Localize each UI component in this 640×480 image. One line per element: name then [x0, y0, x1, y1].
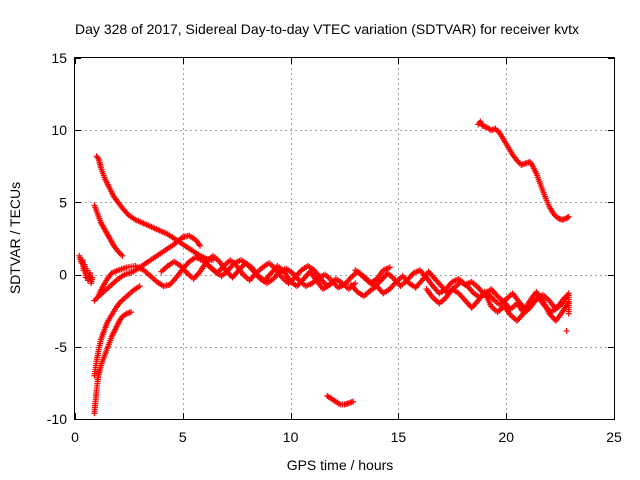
grid-lines — [75, 58, 614, 419]
chart-title: Day 328 of 2017, Sidereal Day-to-day VTE… — [75, 21, 579, 37]
x-tick-label-0: 0 — [71, 429, 79, 445]
arc-n-point — [492, 125, 499, 132]
x-tick-label-4: 20 — [498, 429, 514, 445]
y-tick-label-4: 10 — [51, 122, 67, 138]
x-tick-label-1: 5 — [179, 429, 187, 445]
arc-e-point — [128, 309, 135, 316]
arc-n-point — [565, 213, 572, 220]
data-points — [76, 118, 572, 417]
x-tick-label-3: 15 — [391, 429, 407, 445]
x-tick-label-5: 25 — [606, 429, 622, 445]
arc-c-point — [89, 274, 96, 281]
arc-b-point — [119, 252, 126, 259]
arc-i-point — [330, 278, 337, 285]
arc-d-point — [197, 242, 204, 249]
x-tick-label-2: 10 — [283, 429, 299, 445]
y-tick-label-0: -10 — [47, 411, 67, 427]
x-axis-label: GPS time / hours — [287, 457, 394, 473]
y-tick-label-2: 0 — [59, 267, 67, 283]
arc-m-point — [350, 398, 357, 405]
arc-n-point — [564, 214, 571, 221]
y-axis-label: SDTVAR / TECUs — [7, 182, 23, 294]
arc-h-point — [352, 280, 359, 287]
arc-f-point — [136, 283, 143, 290]
y-tick-label-1: -5 — [55, 339, 68, 355]
y-tick-label-3: 5 — [59, 194, 67, 210]
y-axis-ticks: -10 -5 0 5 10 15 — [47, 50, 614, 427]
arc-l-point — [565, 310, 572, 317]
arc-g-point — [386, 264, 393, 271]
x-axis-ticks: 0 5 10 15 20 25 — [71, 58, 622, 445]
arc-d-point — [91, 297, 98, 304]
plot-frame — [74, 57, 615, 420]
y-tick-label-5: 15 — [51, 50, 67, 66]
arc-b-point — [117, 251, 124, 258]
arc-n-point — [493, 127, 500, 134]
arc-o-point — [563, 327, 570, 334]
arc-d-point — [92, 296, 99, 303]
